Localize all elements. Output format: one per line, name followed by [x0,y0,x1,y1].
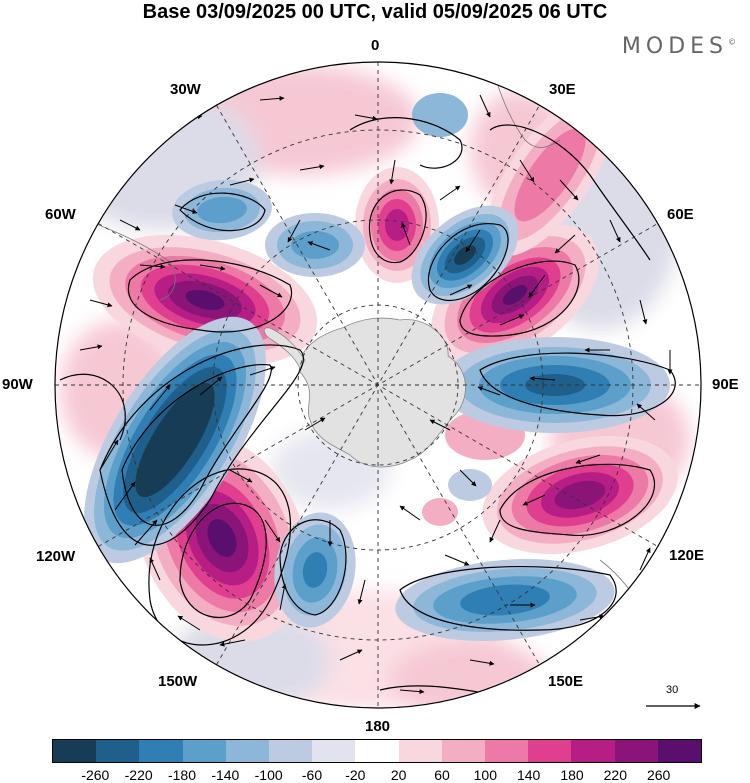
lon-label-120e: 120E [669,547,705,564]
lon-label-90e: 90E [712,376,739,393]
colorbar-swatch [657,740,702,762]
colorbar-tick-label: 140 [516,767,541,783]
colorbar-tick-label: -60 [301,767,323,783]
colorbar-swatch [571,740,615,762]
colorbar-tick-label: -140 [211,767,240,783]
lon-label-180: 180 [365,718,391,735]
map-boundary [54,61,702,709]
colorbar-swatch [441,740,486,762]
colorbar-swatch [398,740,442,762]
colorbar-tick-label: -220 [124,767,153,783]
lon-label-150w: 150W [158,673,198,690]
colorbar-tick-label: 60 [434,767,450,783]
colorbar-swatch [139,740,183,762]
colorbar-swatch [182,740,226,762]
wind-vectors [79,94,673,695]
reference-vector-label: 30 [666,684,679,696]
colorbar-swatch [312,740,356,762]
chart-title: Base 03/09/2025 00 UTC, valid 05/09/2025… [142,1,608,23]
antarctic-peninsula [263,327,306,369]
colorbar-swatch [269,740,313,762]
colorbar-swatch [528,740,572,762]
colorbar-tick-label: 220 [603,767,627,783]
colorbar-tick-label: 260 [646,767,671,783]
colorbar-tick-label: 100 [473,767,497,783]
lon-label-120w: 120W [36,548,76,565]
brand-logo: MODES© [621,34,736,59]
colorbar-swatch [614,740,658,762]
africa-coast [489,62,561,148]
colorbar-tick-label: -180 [167,767,197,783]
contour-lines [59,117,676,701]
colorbar-tick-label: 20 [390,767,407,783]
lon-label-60w: 60W [45,206,76,223]
lon-label-0: 0 [371,37,380,54]
lon-label-30e: 30E [549,81,576,98]
colorbar-swatch [96,740,140,762]
colorbar-tick-label: -100 [254,767,283,783]
colorbar-tick-label: -20 [345,767,366,783]
colorbar-tick-label: -260 [81,767,110,783]
lon-label-90w: 90W [2,376,33,393]
graticule [55,62,701,708]
colorbar-swatch [225,740,270,762]
lon-label-60e: 60E [667,206,694,223]
lon-label-150e: 150E [548,673,584,690]
colorbar-swatch [485,740,529,762]
lon-label-30w: 30W [170,81,201,98]
colorbar [52,739,702,763]
colorbar-swatch [53,740,97,762]
colorbar-swatch [355,740,399,762]
colorbar-tick-label: 180 [560,767,584,783]
